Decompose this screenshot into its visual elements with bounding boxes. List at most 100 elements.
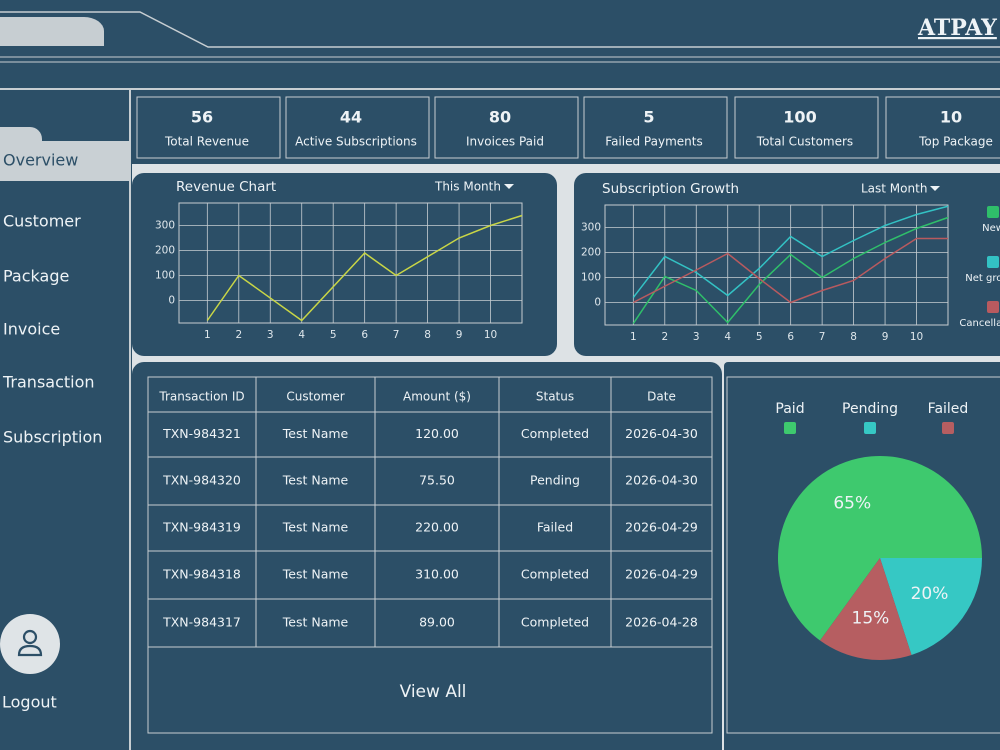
table-cell: Completed [521, 426, 589, 441]
nav-item[interactable]: Package [3, 267, 69, 286]
x-tick-label: 7 [819, 331, 826, 343]
x-tick-label: 6 [361, 329, 368, 341]
x-tick-label: 1 [204, 329, 211, 341]
nav-active [0, 127, 130, 181]
table-cell: TXN-984318 [162, 567, 241, 582]
header-line [0, 11, 1000, 48]
x-tick-label: 5 [756, 331, 763, 343]
stat-value: 5 [643, 108, 654, 127]
stat-card [285, 96, 430, 159]
x-tick-label: 7 [393, 329, 400, 341]
table-cell: Pending [530, 473, 580, 488]
stat-card [885, 96, 1000, 159]
legend-swatch [864, 422, 876, 434]
x-tick-label: 1 [630, 331, 637, 343]
stat-card [583, 96, 728, 159]
dropdown-arrow [930, 186, 940, 191]
legend-swatch [942, 422, 954, 434]
y-tick-label: 100 [581, 272, 601, 284]
table-cell: Completed [521, 567, 589, 582]
slice-label: 65% [833, 493, 871, 513]
table-header: Status [536, 390, 574, 404]
legend-label: Paid [775, 401, 804, 417]
stat-value: 56 [191, 108, 213, 127]
table-cell: 220.00 [415, 520, 459, 535]
x-tick-label: 8 [850, 331, 857, 343]
legend-label: Net growth [965, 273, 1000, 284]
x-tick-label: 5 [330, 329, 337, 341]
x-tick-label: 9 [456, 329, 463, 341]
logout[interactable]: Logout [2, 693, 57, 712]
slice-label: 20% [911, 584, 949, 604]
table-cell: Failed [537, 520, 573, 535]
table-cell: 2026-04-29 [625, 520, 698, 535]
table-cell: Test Name [282, 426, 349, 441]
table-cell: 89.00 [419, 615, 455, 630]
brand: ATPAY [917, 15, 997, 41]
x-tick-label: 3 [267, 329, 274, 341]
stat-value: 100 [783, 108, 816, 127]
y-tick-label: 200 [155, 245, 175, 257]
period-select[interactable]: Last Month [861, 182, 927, 196]
x-tick-label: 4 [298, 329, 305, 341]
x-tick-label: 10 [910, 331, 923, 343]
table-box [147, 376, 713, 734]
table-header: Customer [286, 390, 344, 404]
table-header: Transaction ID [158, 390, 244, 404]
stat-label: Active Subscriptions [295, 135, 417, 149]
nav-item[interactable]: Overview [3, 151, 78, 170]
legend-swatch [987, 206, 999, 218]
x-tick-label: 8 [424, 329, 431, 341]
x-tick-label: 2 [661, 331, 668, 343]
nav-item[interactable]: Invoice [3, 320, 60, 339]
table-cell: Completed [521, 615, 589, 630]
header-pill [0, 17, 104, 46]
legend-label: Pending [842, 401, 898, 417]
pie-slice [778, 456, 983, 641]
nav-item[interactable]: Transaction [2, 373, 95, 392]
table-cell: 2026-04-28 [625, 615, 698, 630]
panel [132, 362, 722, 750]
x-tick-label: 10 [484, 329, 497, 341]
slice-label: 15% [852, 608, 890, 628]
y-tick-label: 0 [168, 295, 175, 307]
dropdown-arrow [504, 184, 514, 189]
stat-label: Failed Payments [605, 135, 702, 149]
x-tick-label: 9 [882, 331, 889, 343]
table-cell: Test Name [282, 567, 349, 582]
table-cell: TXN-984319 [162, 520, 241, 535]
legend-label: Failed [928, 401, 969, 417]
x-tick-label: 4 [724, 331, 731, 343]
table-header: Amount ($) [403, 390, 471, 404]
table-cell: Test Name [282, 615, 349, 630]
y-tick-label: 100 [155, 270, 175, 282]
legend-swatch [987, 301, 999, 313]
table-cell: 310.00 [415, 567, 459, 582]
stat-label: Total Revenue [164, 135, 249, 149]
stat-label: Invoices Paid [466, 135, 544, 149]
chart-title: Revenue Chart [176, 179, 276, 195]
table-cell: TXN-984320 [162, 473, 241, 488]
panel [574, 173, 1000, 356]
nav-item[interactable]: Customer [3, 212, 81, 231]
stat-card [136, 96, 281, 159]
table-cell: 2026-04-30 [625, 426, 698, 441]
period-select[interactable]: This Month [434, 180, 501, 194]
table-cell: TXN-984321 [162, 426, 241, 441]
stat-label: Total Customers [756, 135, 853, 149]
stat-card [734, 96, 879, 159]
chart-title: Subscription Growth [602, 181, 739, 197]
plot-frame [604, 204, 949, 326]
table-cell: Test Name [282, 473, 349, 488]
data-line [206, 214, 523, 322]
stat-value: 44 [340, 108, 362, 127]
stat-value: 80 [489, 108, 511, 127]
x-tick-label: 6 [787, 331, 794, 343]
view-all[interactable]: View All [400, 682, 467, 702]
nav-item[interactable]: Subscription [3, 428, 102, 447]
stat-card [434, 96, 579, 159]
header [0, 0, 1000, 88]
x-tick-label: 3 [693, 331, 700, 343]
